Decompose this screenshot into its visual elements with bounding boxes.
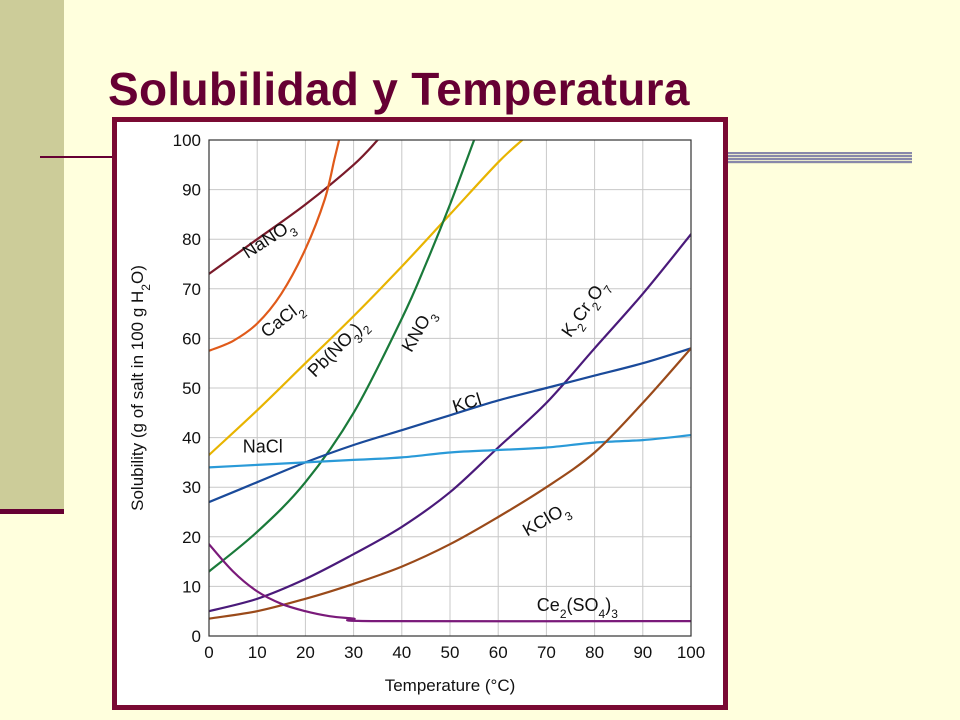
series-line-kno3 [209,140,476,573]
x-tick-label: 0 [204,643,213,662]
series-line-cacl2 [209,140,341,352]
y-tick-label: 80 [182,230,201,249]
plot-border [208,139,692,637]
x-tick-label: 70 [537,643,556,662]
y-axis-title: Solubility (g of salt in 100 g H2O) [128,265,153,511]
y-axis-title-group: Solubility (g of salt in 100 g H2O) [128,265,153,511]
x-tick-label: 40 [392,643,411,662]
series-line-ce2-so4-3 [209,543,691,623]
series-label-part: NaCl [243,437,283,457]
x-tick-label: 90 [633,643,652,662]
series-line-kcl [209,347,691,504]
series-label-part: 2 [560,607,567,621]
series-line-nacl [209,434,691,469]
series-line-nano3 [209,140,379,275]
x-tick-label: 20 [296,643,315,662]
x-tick-label: 60 [489,643,508,662]
y-tick-label: 100 [173,131,201,150]
series-label-ce2-so4-3: Ce2(SO4)3 [537,595,618,621]
series-label-group-ce2-so4-3: Ce2(SO4)3 [537,595,618,621]
y-tick-label: 0 [192,627,201,646]
series-label-group-nacl: NaCl [243,437,283,457]
y-tick-label: 40 [182,429,201,448]
side-band [0,0,64,512]
x-tick-label: 10 [248,643,267,662]
y-tick-label: 30 [182,478,201,497]
x-tick-label: 80 [585,643,604,662]
slide-title: Solubilidad y Temperatura [108,63,690,115]
series-label-part: ) [605,595,611,615]
chart-background [117,122,723,705]
x-tick-label: 50 [441,643,460,662]
series-label-part: 4 [599,607,606,621]
y-tick-label: 20 [182,528,201,547]
x-tick-label: 30 [344,643,363,662]
series-line-k2cr2o7 [209,233,691,613]
title-rule-left [40,156,120,158]
series-label-part: Ce [537,595,560,615]
y-tick-label: 60 [182,329,201,348]
series-label-part: (SO [567,595,599,615]
x-axis-title: Temperature (°C) [385,676,516,695]
title-rule-right [727,152,912,164]
y-tick-label: 70 [182,280,201,299]
y-tick-label: 50 [182,379,201,398]
series-line-pb-no3-2 [209,140,524,457]
solubility-chart: 0 10 20 30 40 50 60 70 80 90 100 0 10 20 30 40 50 60 70 80 9… [117,122,723,705]
series-label-nacl: NaCl [243,437,283,457]
axes: 0 10 20 30 40 50 60 70 80 90 100 0 10 20 30 40 50 60 70 80 9… [128,131,705,695]
y-axis-title-part: O) [128,265,147,284]
y-tick-label: 10 [182,577,201,596]
y-axis-title-part: Solubility (g of salt in 100 g H [128,291,147,511]
side-underline [0,509,64,514]
chart-frame: 0 10 20 30 40 50 60 70 80 90 100 0 10 20 30 40 50 60 70 80 9… [112,117,728,710]
series-lines [209,140,691,623]
y-axis-title-part: 2 [139,284,153,291]
series-label-part: 3 [611,607,618,621]
series-line-kclo3 [209,347,691,620]
y-tick-label: 90 [182,181,201,200]
x-tick-label: 100 [677,643,705,662]
